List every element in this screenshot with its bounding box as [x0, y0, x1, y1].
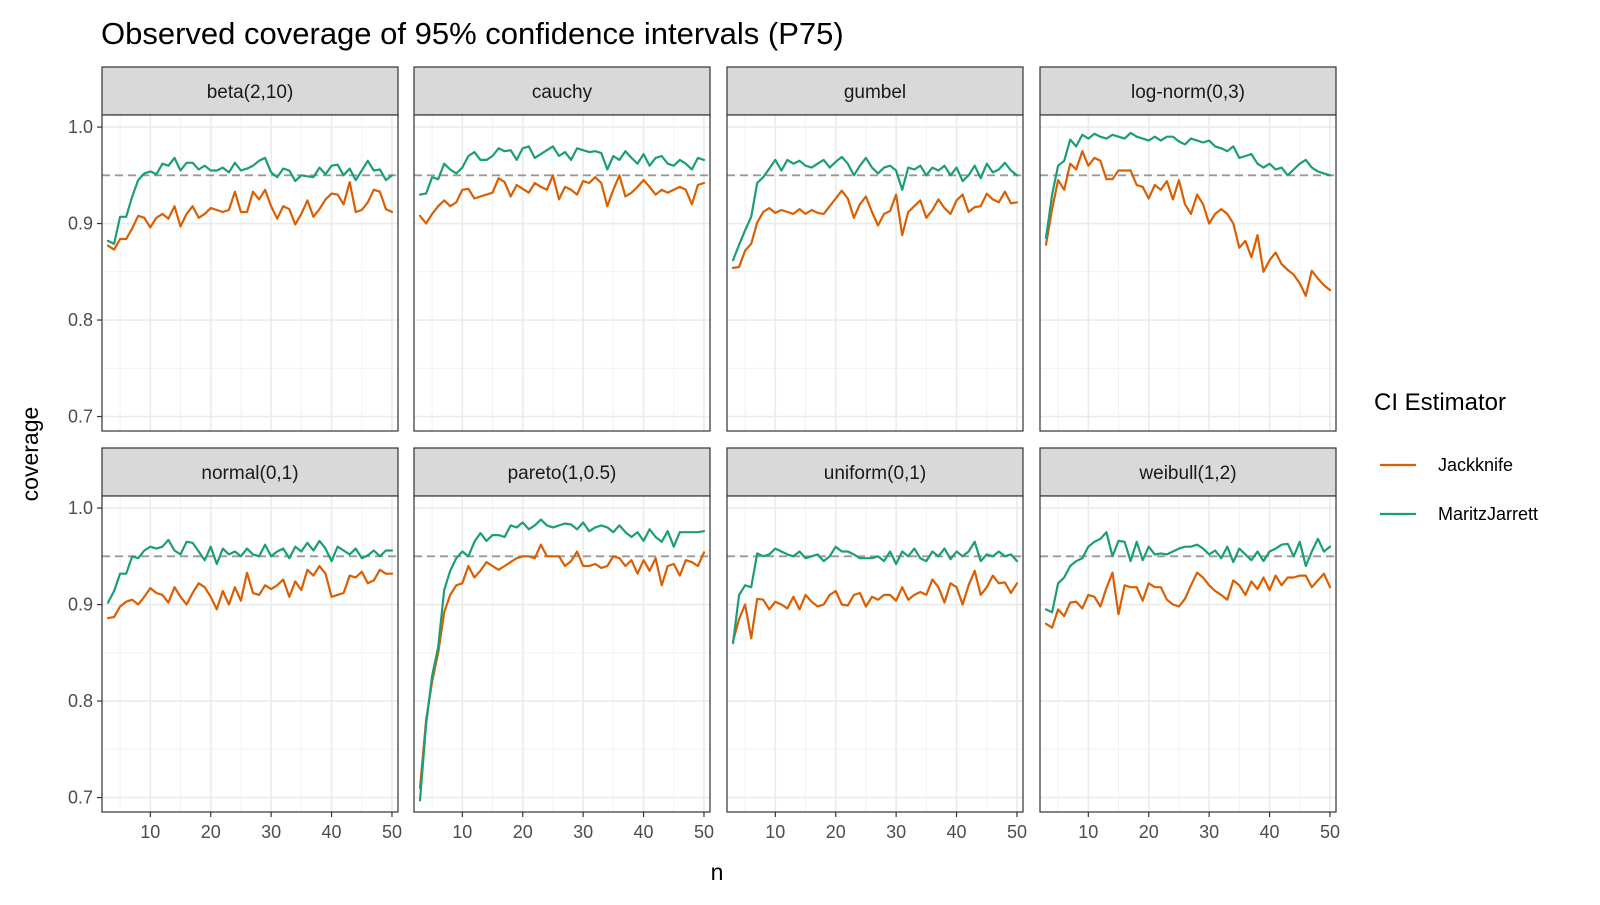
series-line-jackknife [106, 181, 394, 251]
x-tick-label: 10 [765, 822, 785, 842]
series-line-maritzjarrett [731, 540, 1019, 645]
facet-strip [1039, 66, 1337, 116]
x-tick-label: 50 [694, 822, 714, 842]
series-line-jackknife [731, 569, 1019, 643]
x-tick-label: 50 [1007, 822, 1027, 842]
facet-strip [726, 66, 1024, 116]
facet-strip [101, 447, 399, 497]
facet-panel: log-norm(0,3) [1039, 66, 1337, 432]
chart-title: Observed coverage of 95% confidence inte… [101, 16, 844, 51]
facet-panel: uniform(0,1) 10 20 30 40 50 [726, 447, 1027, 842]
series-line-maritzjarrett [106, 538, 394, 604]
series-line-maritzjarrett [731, 155, 1019, 262]
facet-strip [1039, 447, 1337, 497]
facet-panel: gumbel [726, 66, 1024, 432]
y-tick-label: 1.0 [68, 498, 93, 518]
plot-background [414, 496, 710, 812]
plot-background [1040, 115, 1336, 431]
plot-background [727, 115, 1023, 431]
x-tick-label: 30 [261, 822, 281, 842]
x-tick-label: 40 [947, 822, 967, 842]
x-tick-label: 40 [634, 822, 654, 842]
plot-background [727, 496, 1023, 812]
facet-strip-label: normal(0,1) [201, 463, 298, 484]
y-tick-label: 0.7 [68, 407, 93, 427]
legend-entry: MaritzJarrett [1380, 504, 1538, 524]
series-line-maritzjarrett [1044, 531, 1332, 614]
y-axis-title: coverage [17, 407, 43, 502]
facet-panel: weibull(1,2) 10 20 30 40 50 [1039, 447, 1340, 842]
x-tick-label: 20 [1139, 822, 1159, 842]
panel-border [1039, 495, 1337, 813]
panel-border [1039, 114, 1337, 432]
x-tick-label: 30 [886, 822, 906, 842]
series-line-jackknife [418, 543, 706, 790]
x-tick-label: 50 [1320, 822, 1340, 842]
panel-border [726, 495, 1024, 813]
facet-strip-label: log-norm(0,3) [1131, 82, 1245, 103]
x-tick-label: 30 [1199, 822, 1219, 842]
y-tick-label: 0.9 [68, 595, 93, 615]
series-line-maritzjarrett [418, 518, 706, 802]
facet-strip [726, 447, 1024, 497]
x-tick-label: 10 [140, 822, 160, 842]
legend-label: Jackknife [1438, 455, 1513, 475]
series-line-maritzjarrett [1044, 131, 1332, 240]
x-tick-label: 30 [573, 822, 593, 842]
facet-strip [101, 66, 399, 116]
panel-border [413, 114, 711, 432]
facet-panel: normal(0,1) 0.7 0.8 0.9 1.0 10 20 30 40 50 [68, 447, 402, 842]
facet-strip-label: beta(2,10) [207, 82, 294, 103]
legend-title: CI Estimator [1374, 389, 1506, 416]
series-line-jackknife [1044, 571, 1332, 629]
plot-background [1040, 496, 1336, 812]
facet-strip-label: uniform(0,1) [824, 463, 926, 484]
x-tick-label: 20 [513, 822, 533, 842]
panel-border [101, 114, 399, 432]
x-tick-label: 40 [322, 822, 342, 842]
panel-border [101, 495, 399, 813]
x-tick-label: 20 [826, 822, 846, 842]
series-line-jackknife [418, 174, 706, 225]
plot-background [102, 115, 398, 431]
x-tick-label: 20 [201, 822, 221, 842]
facet-panel: cauchy [413, 66, 711, 432]
series-line-jackknife [1044, 150, 1332, 297]
series-line-maritzjarrett [418, 145, 706, 196]
series-line-jackknife [106, 564, 394, 620]
facet-strip-label: pareto(1,0.5) [508, 463, 617, 484]
x-tick-label: 40 [1260, 822, 1280, 842]
x-tick-label: 10 [1078, 822, 1098, 842]
y-tick-label: 0.8 [68, 691, 93, 711]
panel-border [726, 114, 1024, 432]
facet-strip-label: cauchy [532, 82, 593, 103]
facet-strip-label: weibull(1,2) [1138, 463, 1236, 484]
series-line-jackknife [731, 189, 1019, 269]
facet-strip [413, 66, 711, 116]
series-line-maritzjarrett [106, 156, 394, 245]
facet-panel: beta(2,10) 0.7 0.8 0.9 1.0 [68, 66, 399, 432]
x-tick-label: 10 [452, 822, 472, 842]
panel-border [413, 495, 711, 813]
legend-label: MaritzJarrett [1438, 504, 1538, 524]
x-tick-label: 50 [382, 822, 402, 842]
y-tick-label: 1.0 [68, 117, 93, 137]
legend-entry: Jackknife [1380, 455, 1513, 475]
panels-layer: beta(2,10) 0.7 0.8 0.9 1.0 cauchy gumbel log-no… [68, 66, 1340, 842]
x-axis-title: n [711, 859, 724, 885]
legend: Jackknife MaritzJarrett [1380, 455, 1538, 524]
facet-panel: pareto(1,0.5) 10 20 30 40 50 [413, 447, 714, 842]
y-tick-label: 0.9 [68, 214, 93, 234]
facet-strip [413, 447, 711, 497]
y-tick-label: 0.8 [68, 310, 93, 330]
y-tick-label: 0.7 [68, 788, 93, 808]
facet-strip-label: gumbel [844, 82, 906, 103]
plot-background [102, 496, 398, 812]
